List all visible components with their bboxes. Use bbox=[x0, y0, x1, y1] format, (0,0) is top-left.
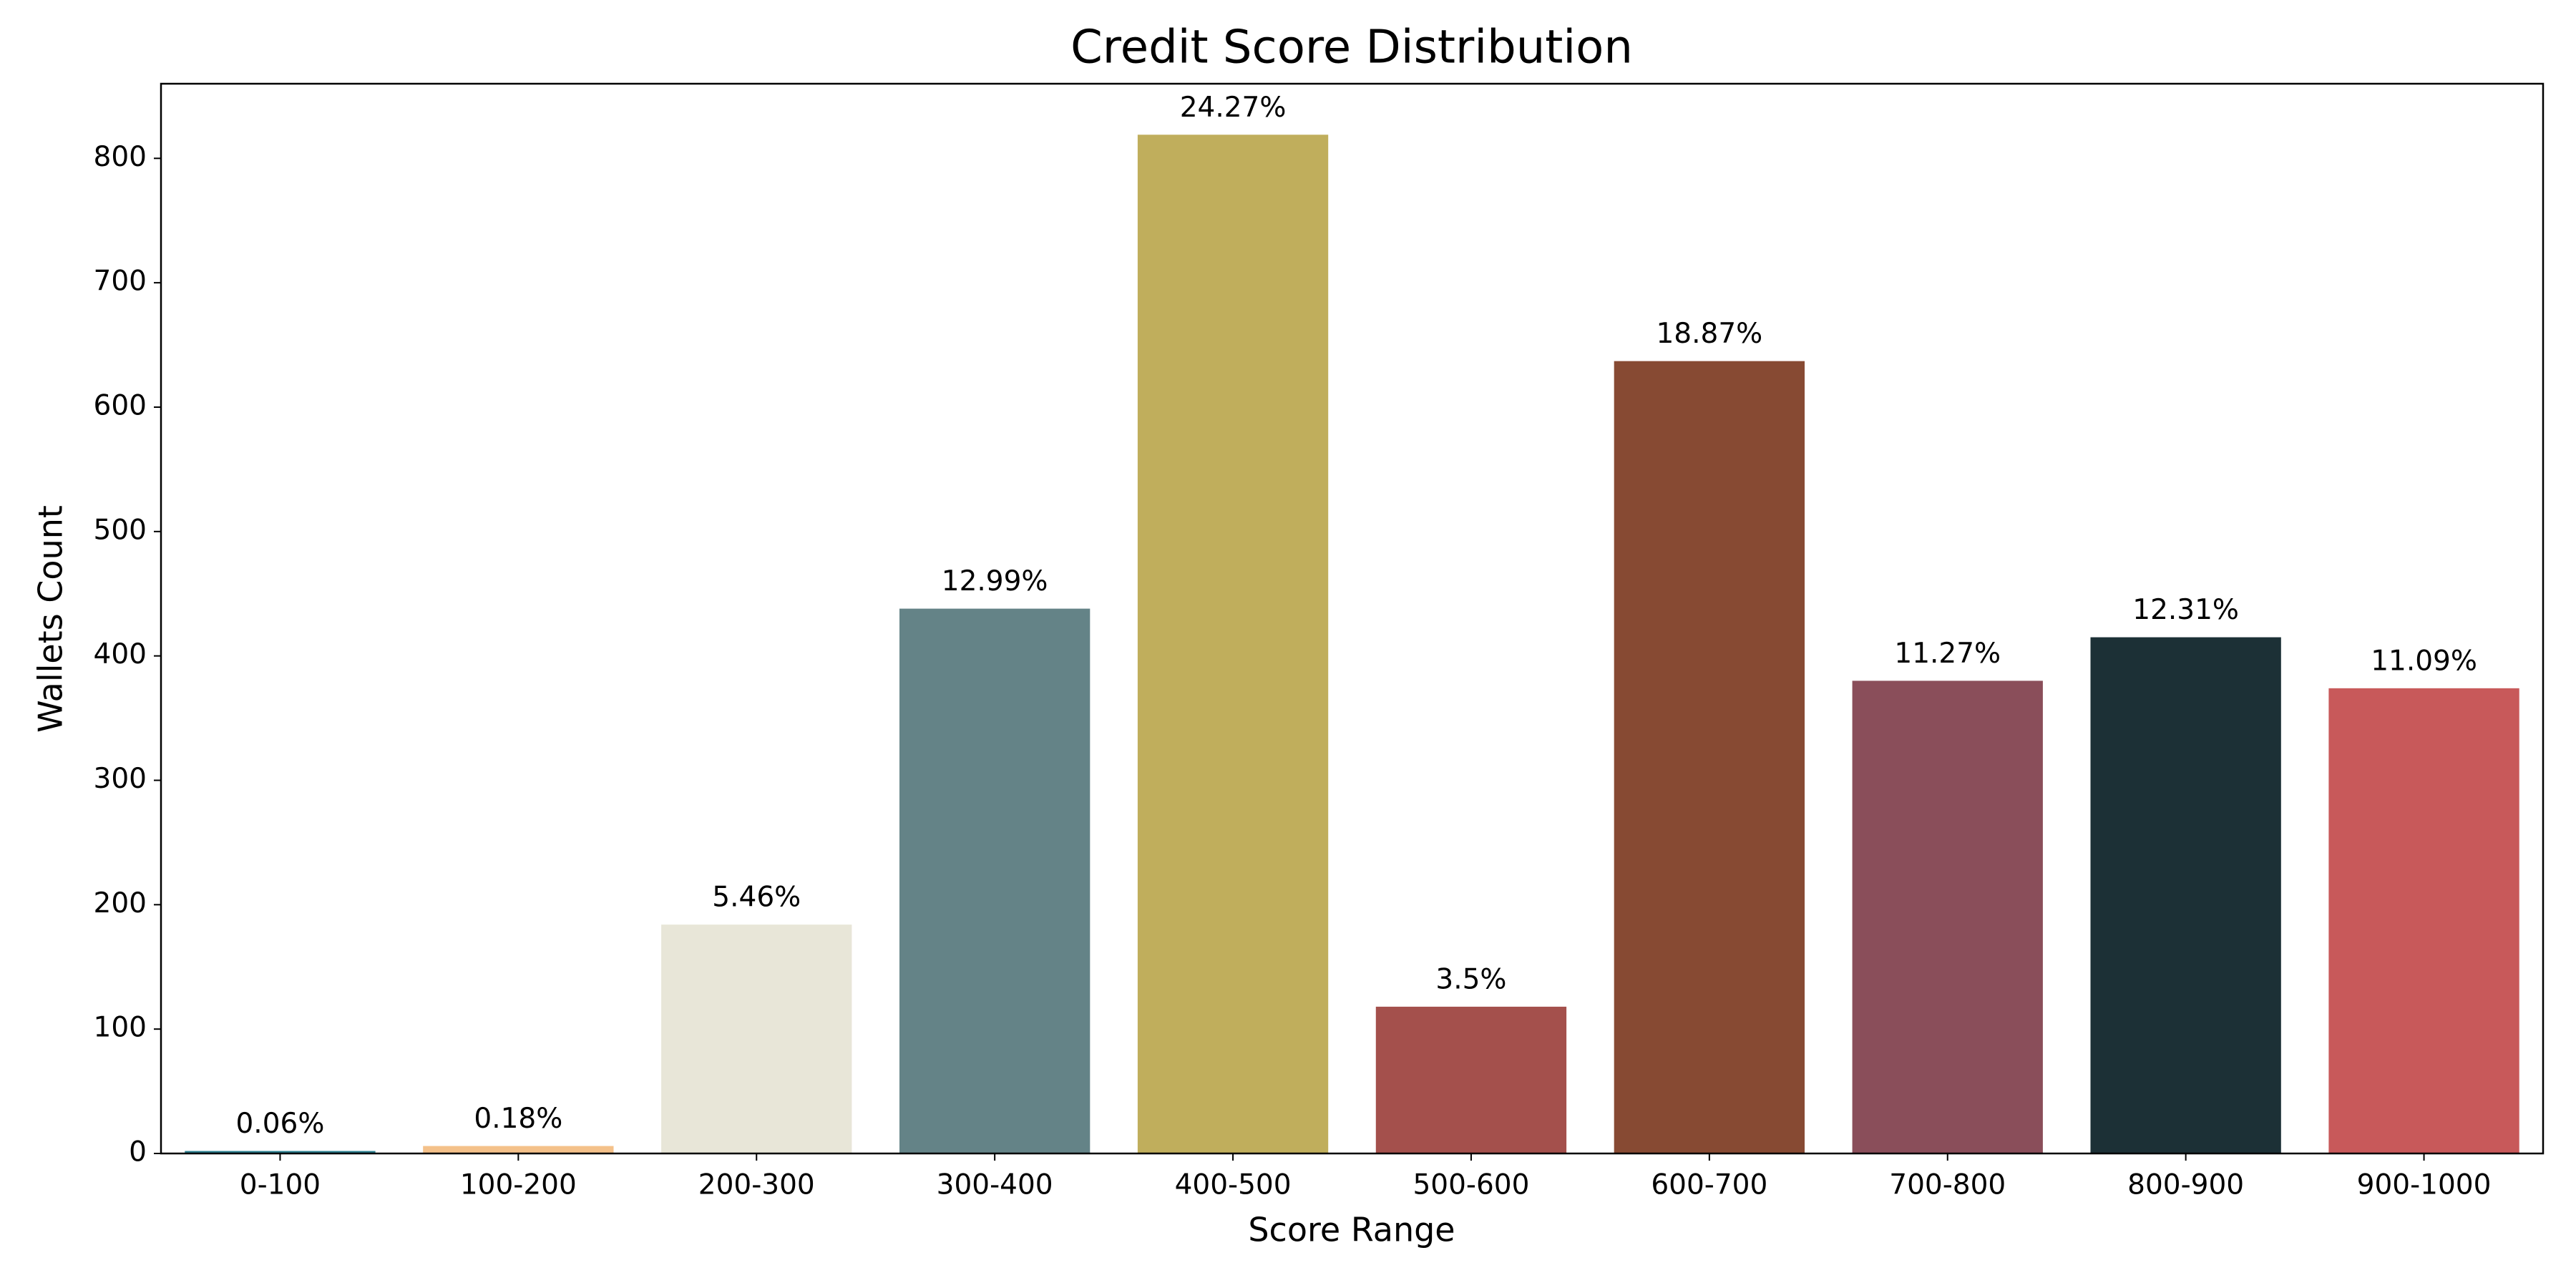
value-label: 11.09% bbox=[2371, 645, 2477, 677]
y-tick-label: 600 bbox=[94, 389, 147, 421]
bar bbox=[1614, 361, 1805, 1153]
x-tick-label: 300-400 bbox=[937, 1169, 1053, 1201]
y-axis-label: Wallets Count bbox=[31, 505, 70, 733]
value-label: 11.27% bbox=[1894, 638, 2001, 670]
value-label: 12.99% bbox=[942, 565, 1048, 597]
bar bbox=[423, 1146, 614, 1153]
value-label: 3.5% bbox=[1435, 963, 1506, 995]
x-tick-label: 0-100 bbox=[240, 1169, 321, 1201]
bar bbox=[661, 924, 852, 1153]
bar bbox=[1852, 680, 2043, 1153]
value-label: 0.06% bbox=[235, 1108, 324, 1140]
x-tick-label: 400-500 bbox=[1175, 1169, 1292, 1201]
chart-title: Credit Score Distribution bbox=[1070, 21, 1633, 74]
plot-frame bbox=[160, 82, 2545, 1155]
x-tick-label: 200-300 bbox=[698, 1169, 815, 1201]
bar bbox=[185, 1151, 376, 1153]
x-tick-label: 800-900 bbox=[2127, 1169, 2244, 1201]
bar bbox=[1375, 1006, 1567, 1153]
value-label: 24.27% bbox=[1180, 92, 1287, 124]
x-tick-label: 600-700 bbox=[1651, 1169, 1767, 1201]
x-tick-label: 900-1000 bbox=[2357, 1169, 2492, 1201]
y-tick-label: 400 bbox=[94, 638, 147, 670]
value-label: 18.87% bbox=[1656, 318, 1762, 350]
x-tick-label: 500-600 bbox=[1413, 1169, 1529, 1201]
value-label: 12.31% bbox=[2132, 594, 2239, 626]
bar bbox=[1137, 135, 1329, 1154]
bar bbox=[899, 608, 1091, 1153]
bar bbox=[2328, 688, 2519, 1153]
x-axis-label: Score Range bbox=[1248, 1211, 1455, 1249]
y-tick-label: 100 bbox=[94, 1012, 147, 1044]
bar bbox=[2090, 637, 2281, 1153]
y-tick-label: 300 bbox=[94, 763, 147, 795]
y-tick-label: 200 bbox=[94, 887, 147, 919]
value-label: 5.46% bbox=[712, 882, 801, 914]
y-tick-label: 0 bbox=[129, 1136, 147, 1169]
y-tick-label: 500 bbox=[94, 514, 147, 546]
x-tick-label: 700-800 bbox=[1889, 1169, 2006, 1201]
y-tick-label: 700 bbox=[94, 265, 147, 298]
value-label: 0.18% bbox=[474, 1103, 562, 1135]
y-tick-label: 800 bbox=[94, 141, 147, 173]
x-tick-label: 100-200 bbox=[460, 1169, 577, 1201]
